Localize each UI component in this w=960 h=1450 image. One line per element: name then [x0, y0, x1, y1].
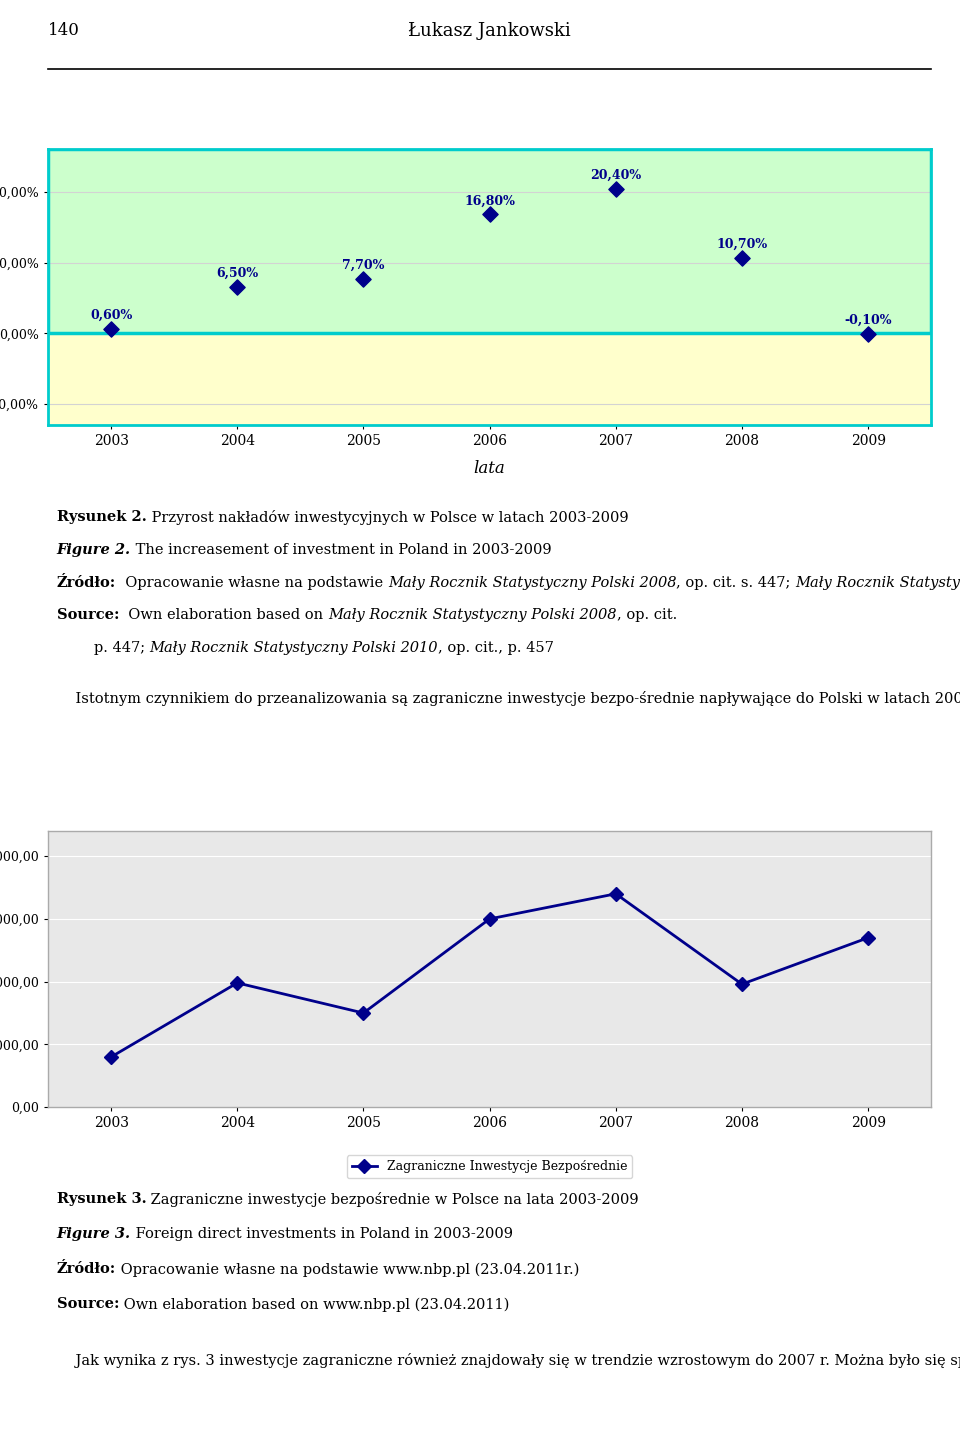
Text: The increasement of investment in Poland in 2003-2009: The increasement of investment in Poland…: [131, 542, 552, 557]
Text: Opracowanie własne na podstawie www.nbp.pl (23.04.2011r.): Opracowanie własne na podstawie www.nbp.…: [116, 1263, 580, 1276]
Point: [356, 267, 372, 290]
Text: 140: 140: [48, 22, 80, 39]
Text: -0,10%: -0,10%: [845, 315, 892, 328]
Text: Jak wynika z rys. 3 inwestycje zagraniczne również znajdowały się w trendzie wzr: Jak wynika z rys. 3 inwestycje zagranicz…: [57, 1353, 960, 1367]
Text: 10,70%: 10,70%: [716, 238, 767, 251]
Text: Łukasz Jankowski: Łukasz Jankowski: [408, 22, 571, 39]
Point: [734, 247, 750, 270]
Text: Own elaboration based on www.nbp.pl (23.04.2011): Own elaboration based on www.nbp.pl (23.…: [119, 1298, 510, 1312]
Text: Figure 2.: Figure 2.: [57, 542, 131, 557]
Text: Istotnym czynnikiem do przeanalizowania są zagraniczne inwestycje bezpo-średnie : Istotnym czynnikiem do przeanalizowania …: [57, 692, 960, 706]
Text: 0,60%: 0,60%: [90, 309, 132, 322]
Text: 16,80%: 16,80%: [465, 194, 515, 207]
Text: p. 447;: p. 447;: [57, 641, 150, 655]
Text: Mały Rocznik Statystyczny Polski 2008: Mały Rocznik Statystyczny Polski 2008: [388, 576, 677, 590]
Text: Source:: Source:: [57, 608, 119, 622]
X-axis label: lata: lata: [473, 460, 506, 477]
Text: Mały Rocznik Statystyczny Polski 2008: Mały Rocznik Statystyczny Polski 2008: [328, 608, 616, 622]
Point: [482, 203, 497, 226]
Text: , op. cit., p. 457: , op. cit., p. 457: [438, 641, 554, 655]
Text: 7,70%: 7,70%: [343, 258, 385, 271]
Text: Foreign direct investments in Poland in 2003-2009: Foreign direct investments in Poland in …: [131, 1227, 513, 1241]
Point: [104, 318, 119, 341]
Point: [860, 322, 876, 345]
Text: 20,40%: 20,40%: [590, 168, 641, 181]
Text: Own elaboration based on: Own elaboration based on: [119, 608, 328, 622]
Text: Przyrost nakładów inwestycyjnych w Polsce w latach 2003-2009: Przyrost nakładów inwestycyjnych w Polsc…: [147, 510, 628, 525]
Text: Rysunek 3.: Rysunek 3.: [57, 1192, 147, 1206]
Text: Mały Rocznik Statystyczny Polski 2010: Mały Rocznik Statystyczny Polski 2010: [795, 576, 960, 590]
Text: Mały Rocznik Statystyczny Polski 2010: Mały Rocznik Statystyczny Polski 2010: [150, 641, 438, 655]
Text: 6,50%: 6,50%: [216, 267, 258, 280]
Bar: [48, 149, 931, 334]
Text: , op. cit.: , op. cit.: [616, 608, 677, 622]
Text: Figure 3.: Figure 3.: [57, 1227, 131, 1241]
Text: Zagraniczne inwestycje bezpośrednie w Polsce na lata 2003-2009: Zagraniczne inwestycje bezpośrednie w Po…: [147, 1192, 639, 1206]
Text: Źródło:: Źródło:: [57, 1263, 116, 1276]
Text: Rysunek 2.: Rysunek 2.: [57, 510, 147, 525]
Text: , op. cit. s. 447;: , op. cit. s. 447;: [677, 576, 795, 590]
Text: Source:: Source:: [57, 1298, 119, 1311]
Text: Źródło:: Źródło:: [57, 576, 116, 590]
Point: [608, 177, 623, 200]
Text: Opracowanie własne na podstawie: Opracowanie własne na podstawie: [116, 576, 388, 590]
Bar: [48, 149, 931, 334]
Point: [229, 276, 245, 299]
Legend: Zagraniczne Inwestycje Bezpośrednie: Zagraniczne Inwestycje Bezpośrednie: [347, 1156, 633, 1179]
